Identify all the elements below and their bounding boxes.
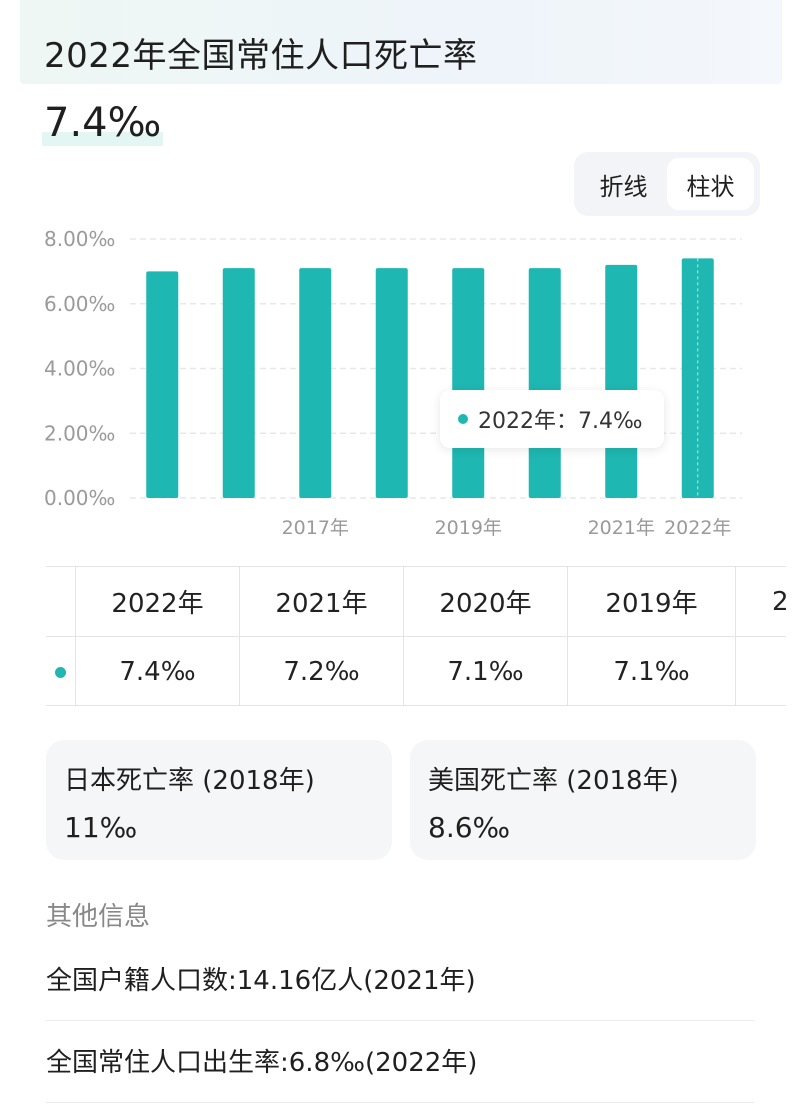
x-tick-label: 2022年 [664,517,731,539]
table-column-partial: 2 [736,567,786,705]
table-dot-column [46,567,76,705]
bar-chart-button[interactable]: 柱状 [667,158,754,210]
bar [681,258,714,498]
table-cell-value: 7.2‰ [283,657,360,687]
bar [299,268,332,498]
table-header-year: 2020年 [404,567,567,637]
japan-death-rate-card: 日本死亡率 (2018年) 11‰ [46,740,392,860]
line-chart-button[interactable]: 折线 [599,172,648,201]
table-cell-value: 7.1‰ [447,657,524,687]
y-tick-label: 0.00‰ [44,486,115,510]
series-dot-icon [46,637,75,705]
series-dot-icon [458,414,468,424]
card-value: 11‰ [64,811,138,844]
table-header-empty [46,567,75,637]
table-cell-value: 7.1‰ [613,657,690,687]
table-header-year: 2 [736,567,786,637]
chart-tooltip: 2022年：7.4‰ [440,390,664,448]
usa-death-rate-card: 美国死亡率 (2018年) 8.6‰ [410,740,756,860]
info-item: 全国常住人口出生率:6.8‰(2022年) [46,1048,478,1078]
y-tick-label: 2.00‰ [44,421,115,445]
card-label: 美国死亡率 (2018年) [428,766,679,796]
card-value: 8.6‰ [428,811,511,844]
table-header-year: 2019年 [568,567,735,637]
table-column: 2022年 7.4‰ [76,567,240,705]
data-table: 2022年 7.4‰ 2021年 7.2‰ 2020年 7.1‰ 2019年 7… [46,566,786,706]
bar [375,268,408,498]
page-title: 2022年全国常住人口死亡率 [44,36,478,76]
divider [46,1102,754,1103]
table-column: 2020年 7.1‰ [404,567,568,705]
table-cell-value: 7.4‰ [119,657,196,687]
bar [605,264,638,498]
table-cell-value [736,637,786,705]
bar [222,268,255,498]
table-column: 2021年 7.2‰ [240,567,404,705]
headline-value: 7.4‰ [42,100,164,146]
y-tick-label: 6.00‰ [44,292,115,316]
tooltip-text: 2022年：7.4‰ [478,409,643,434]
x-tick-label: 2019年 [435,517,502,539]
x-tick-label: 2017年 [282,517,349,539]
divider [46,1020,754,1021]
bar [452,268,485,498]
table-header-year: 2022年 [76,567,239,637]
other-info-title: 其他信息 [46,902,151,932]
header-band [20,0,782,84]
bar [528,268,561,498]
bar [146,271,179,498]
chart-type-toggle: 折线 柱状 [574,152,760,216]
card-label: 日本死亡率 (2018年) [64,766,315,796]
y-tick-label: 4.00‰ [44,357,115,381]
y-tick-label: 8.00‰ [44,227,115,251]
table-header-year: 2021年 [240,567,403,637]
info-item: 全国户籍人口数:14.16亿人(2021年) [46,966,476,996]
table-column: 2019年 7.1‰ [568,567,736,705]
x-tick-label: 2021年 [588,517,655,539]
bar-chart: 0.00‰ 2.00‰ 4.00‰ 6.00‰ 8.00‰ 2017年 2019年 2021年… [44,227,742,539]
